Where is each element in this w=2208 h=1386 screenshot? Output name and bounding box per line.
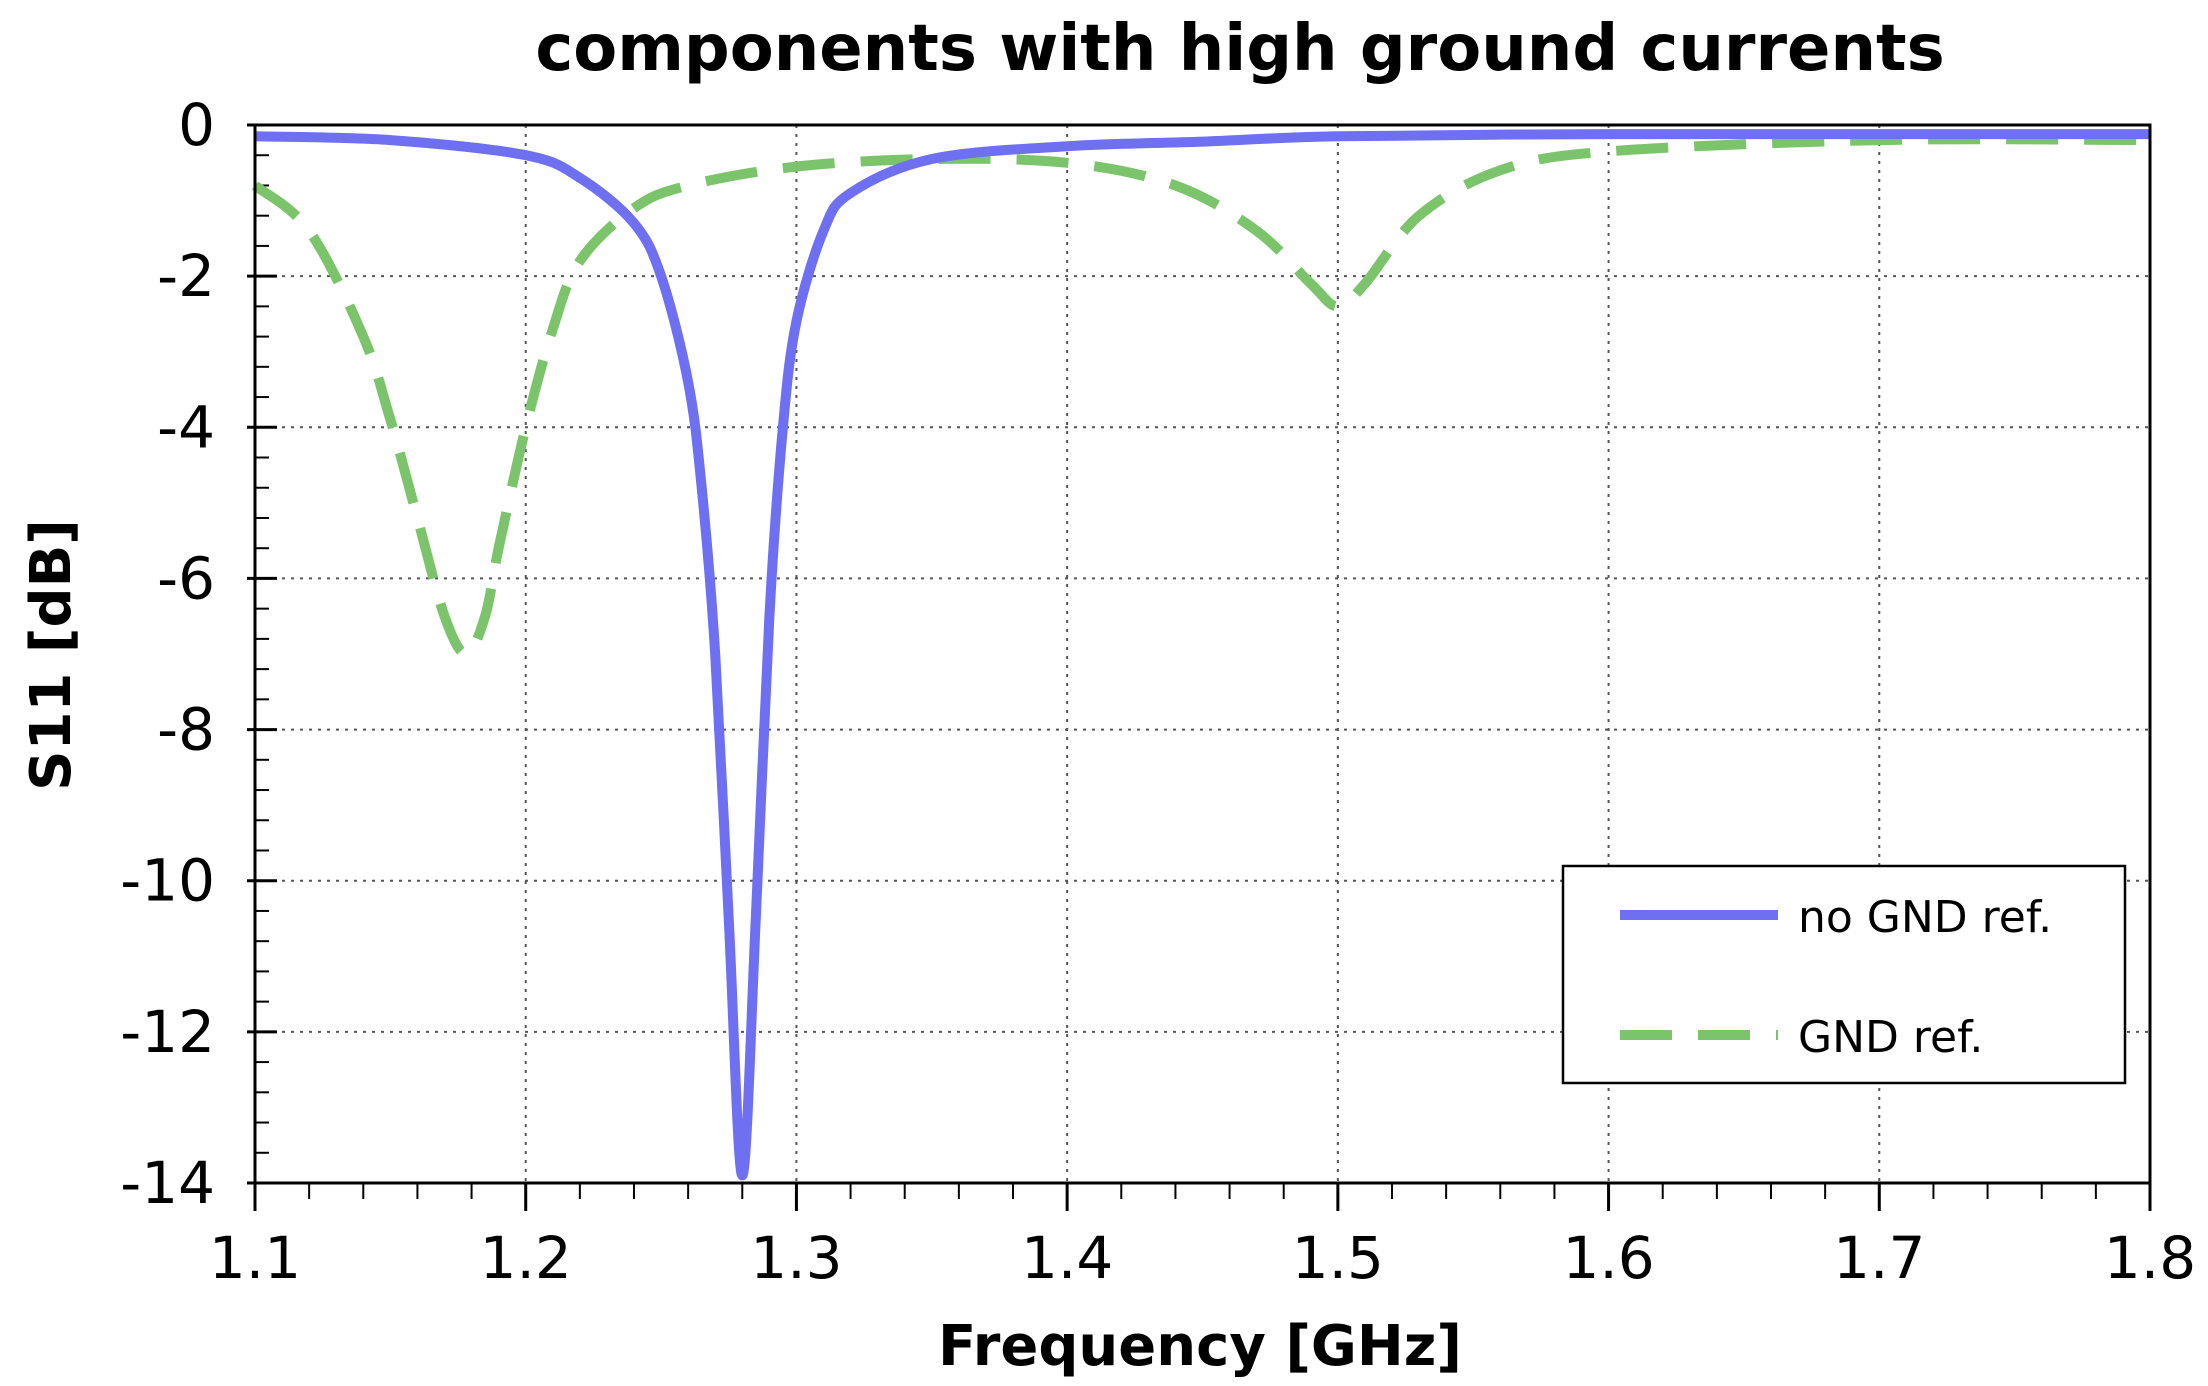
y-tick-label: -6 <box>157 544 215 612</box>
y-tick-labels: 0 -2 -4 -6 -8 -10 -12 -14 <box>120 91 215 1217</box>
y-tick-label: -8 <box>157 696 215 764</box>
y-axis-label: S11 [dB] <box>19 519 84 791</box>
y-tick-label: -14 <box>120 1149 215 1217</box>
series-line-gnd-ref <box>251 134 2151 659</box>
legend-label-no-gnd-ref: no GND ref. <box>1798 892 2052 943</box>
y-tick-label: -10 <box>120 847 215 915</box>
x-tick-label: 1.6 <box>1562 1224 1654 1292</box>
series-layer <box>251 128 2151 1181</box>
legend: no GND ref. GND ref. <box>1561 864 2127 1085</box>
x-tick-label: 1.4 <box>1021 1224 1113 1292</box>
y-tick-label: 0 <box>178 91 215 159</box>
x-tick-label: 1.3 <box>750 1224 842 1292</box>
x-tick-label: 1.8 <box>2104 1224 2196 1292</box>
legend-label-gnd-ref: GND ref. <box>1798 1012 1983 1063</box>
y-tick-label: -12 <box>120 998 215 1066</box>
chart-title: components with high ground currents <box>535 12 1944 86</box>
plot-frame <box>253 123 2152 1185</box>
y-tick-label: -2 <box>157 242 215 310</box>
legend-box <box>1561 864 2127 1085</box>
x-tick-label: 1.5 <box>1292 1224 1384 1292</box>
y-tick-label: -4 <box>157 393 215 461</box>
series-line-no-gnd-ref <box>254 128 2150 1181</box>
x-axis-label: Frequency [GHz] <box>938 1314 1462 1379</box>
x-tick-labels: 1.1 1.2 1.3 1.4 1.5 1.6 1.7 1.8 <box>209 1224 2196 1292</box>
x-tick-label: 1.1 <box>209 1224 301 1292</box>
grid <box>255 125 2150 1183</box>
x-tick-label: 1.7 <box>1833 1224 1925 1292</box>
x-tick-label: 1.2 <box>480 1224 572 1292</box>
